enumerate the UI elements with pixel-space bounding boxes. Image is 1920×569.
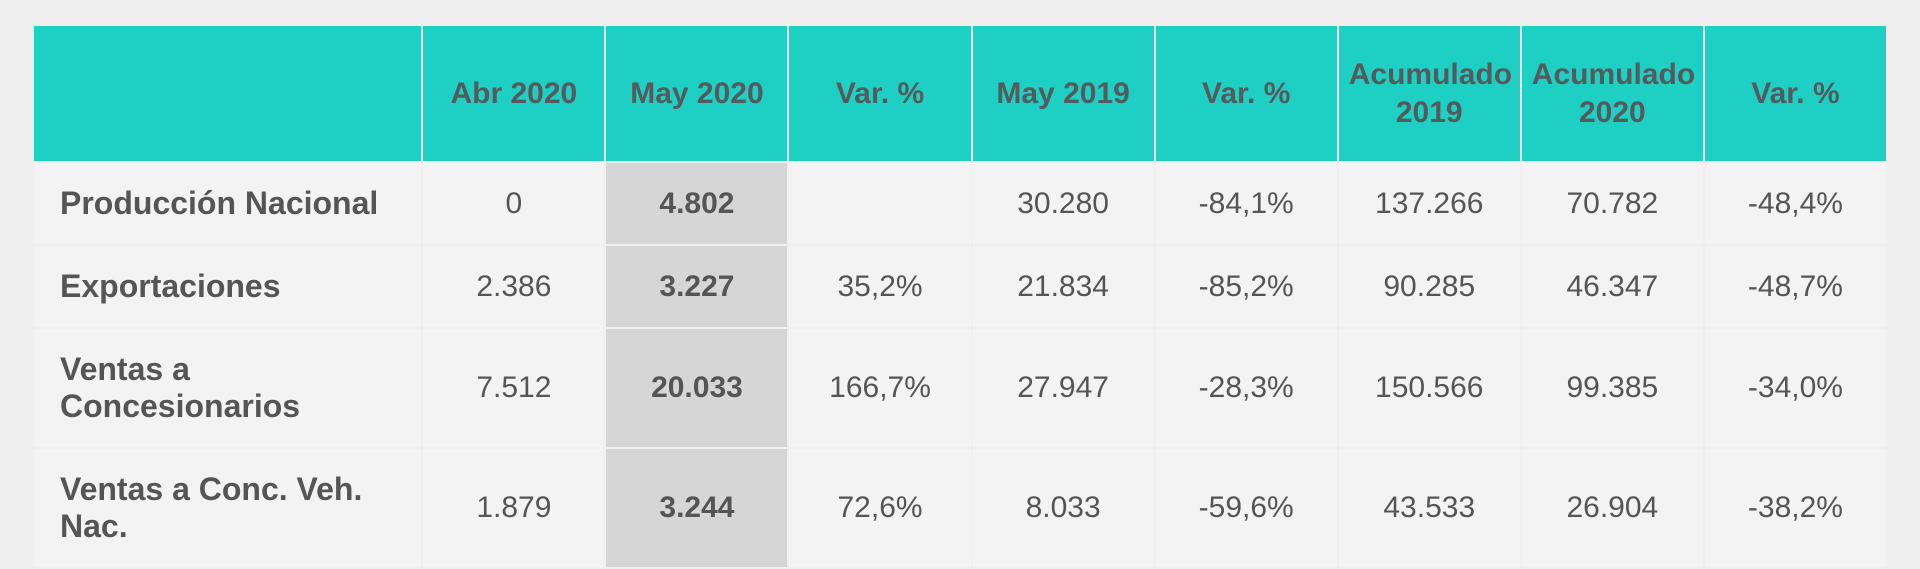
cell: 137.266 — [1338, 162, 1521, 245]
cell: -48,4% — [1704, 162, 1887, 245]
cell — [788, 162, 971, 245]
cell: 90.285 — [1338, 245, 1521, 328]
row-label: Producción Nacional — [33, 162, 422, 245]
cell: 46.347 — [1521, 245, 1704, 328]
cell: -85,2% — [1155, 245, 1338, 328]
cell: -48,7% — [1704, 245, 1887, 328]
col-header-may2020: May 2020 — [605, 25, 788, 162]
row-label: Ventas a Conc. Veh. Nac. — [33, 448, 422, 568]
cell: 1.879 — [422, 448, 605, 568]
cell: 8.033 — [972, 448, 1155, 568]
col-header-acum2019: Acumulado 2019 — [1338, 25, 1521, 162]
col-header-may2019: May 2019 — [972, 25, 1155, 162]
cell: -84,1% — [1155, 162, 1338, 245]
table-row: Ventas a Conc. Veh. Nac. 1.879 3.244 72,… — [33, 448, 1887, 568]
col-header-var2: Var. % — [1155, 25, 1338, 162]
col-header-abr2020: Abr 2020 — [422, 25, 605, 162]
cell: -38,2% — [1704, 448, 1887, 568]
col-header-label — [33, 25, 422, 162]
data-table: Abr 2020 May 2020 Var. % May 2019 Var. %… — [32, 24, 1888, 569]
row-label: Ventas a Concesionarios — [33, 328, 422, 448]
table-row: Exportaciones 2.386 3.227 35,2% 21.834 -… — [33, 245, 1887, 328]
cell: 150.566 — [1338, 328, 1521, 448]
col-header-var1: Var. % — [788, 25, 971, 162]
col-header-acum2020: Acumulado 2020 — [1521, 25, 1704, 162]
cell: 21.834 — [972, 245, 1155, 328]
cell-highlight: 3.244 — [605, 448, 788, 568]
cell: 99.385 — [1521, 328, 1704, 448]
table-row: Producción Nacional 0 4.802 30.280 -84,1… — [33, 162, 1887, 245]
table-row: Ventas a Concesionarios 7.512 20.033 166… — [33, 328, 1887, 448]
cell: -28,3% — [1155, 328, 1338, 448]
cell: 30.280 — [972, 162, 1155, 245]
cell: 2.386 — [422, 245, 605, 328]
cell: 27.947 — [972, 328, 1155, 448]
cell: 166,7% — [788, 328, 971, 448]
cell: 26.904 — [1521, 448, 1704, 568]
cell: 43.533 — [1338, 448, 1521, 568]
cell-highlight: 4.802 — [605, 162, 788, 245]
cell: 70.782 — [1521, 162, 1704, 245]
cell: -34,0% — [1704, 328, 1887, 448]
table-header-row: Abr 2020 May 2020 Var. % May 2019 Var. %… — [33, 25, 1887, 162]
cell: 72,6% — [788, 448, 971, 568]
cell-highlight: 3.227 — [605, 245, 788, 328]
cell: 0 — [422, 162, 605, 245]
col-header-var3: Var. % — [1704, 25, 1887, 162]
cell: -59,6% — [1155, 448, 1338, 568]
cell-highlight: 20.033 — [605, 328, 788, 448]
cell: 7.512 — [422, 328, 605, 448]
cell: 35,2% — [788, 245, 971, 328]
row-label: Exportaciones — [33, 245, 422, 328]
